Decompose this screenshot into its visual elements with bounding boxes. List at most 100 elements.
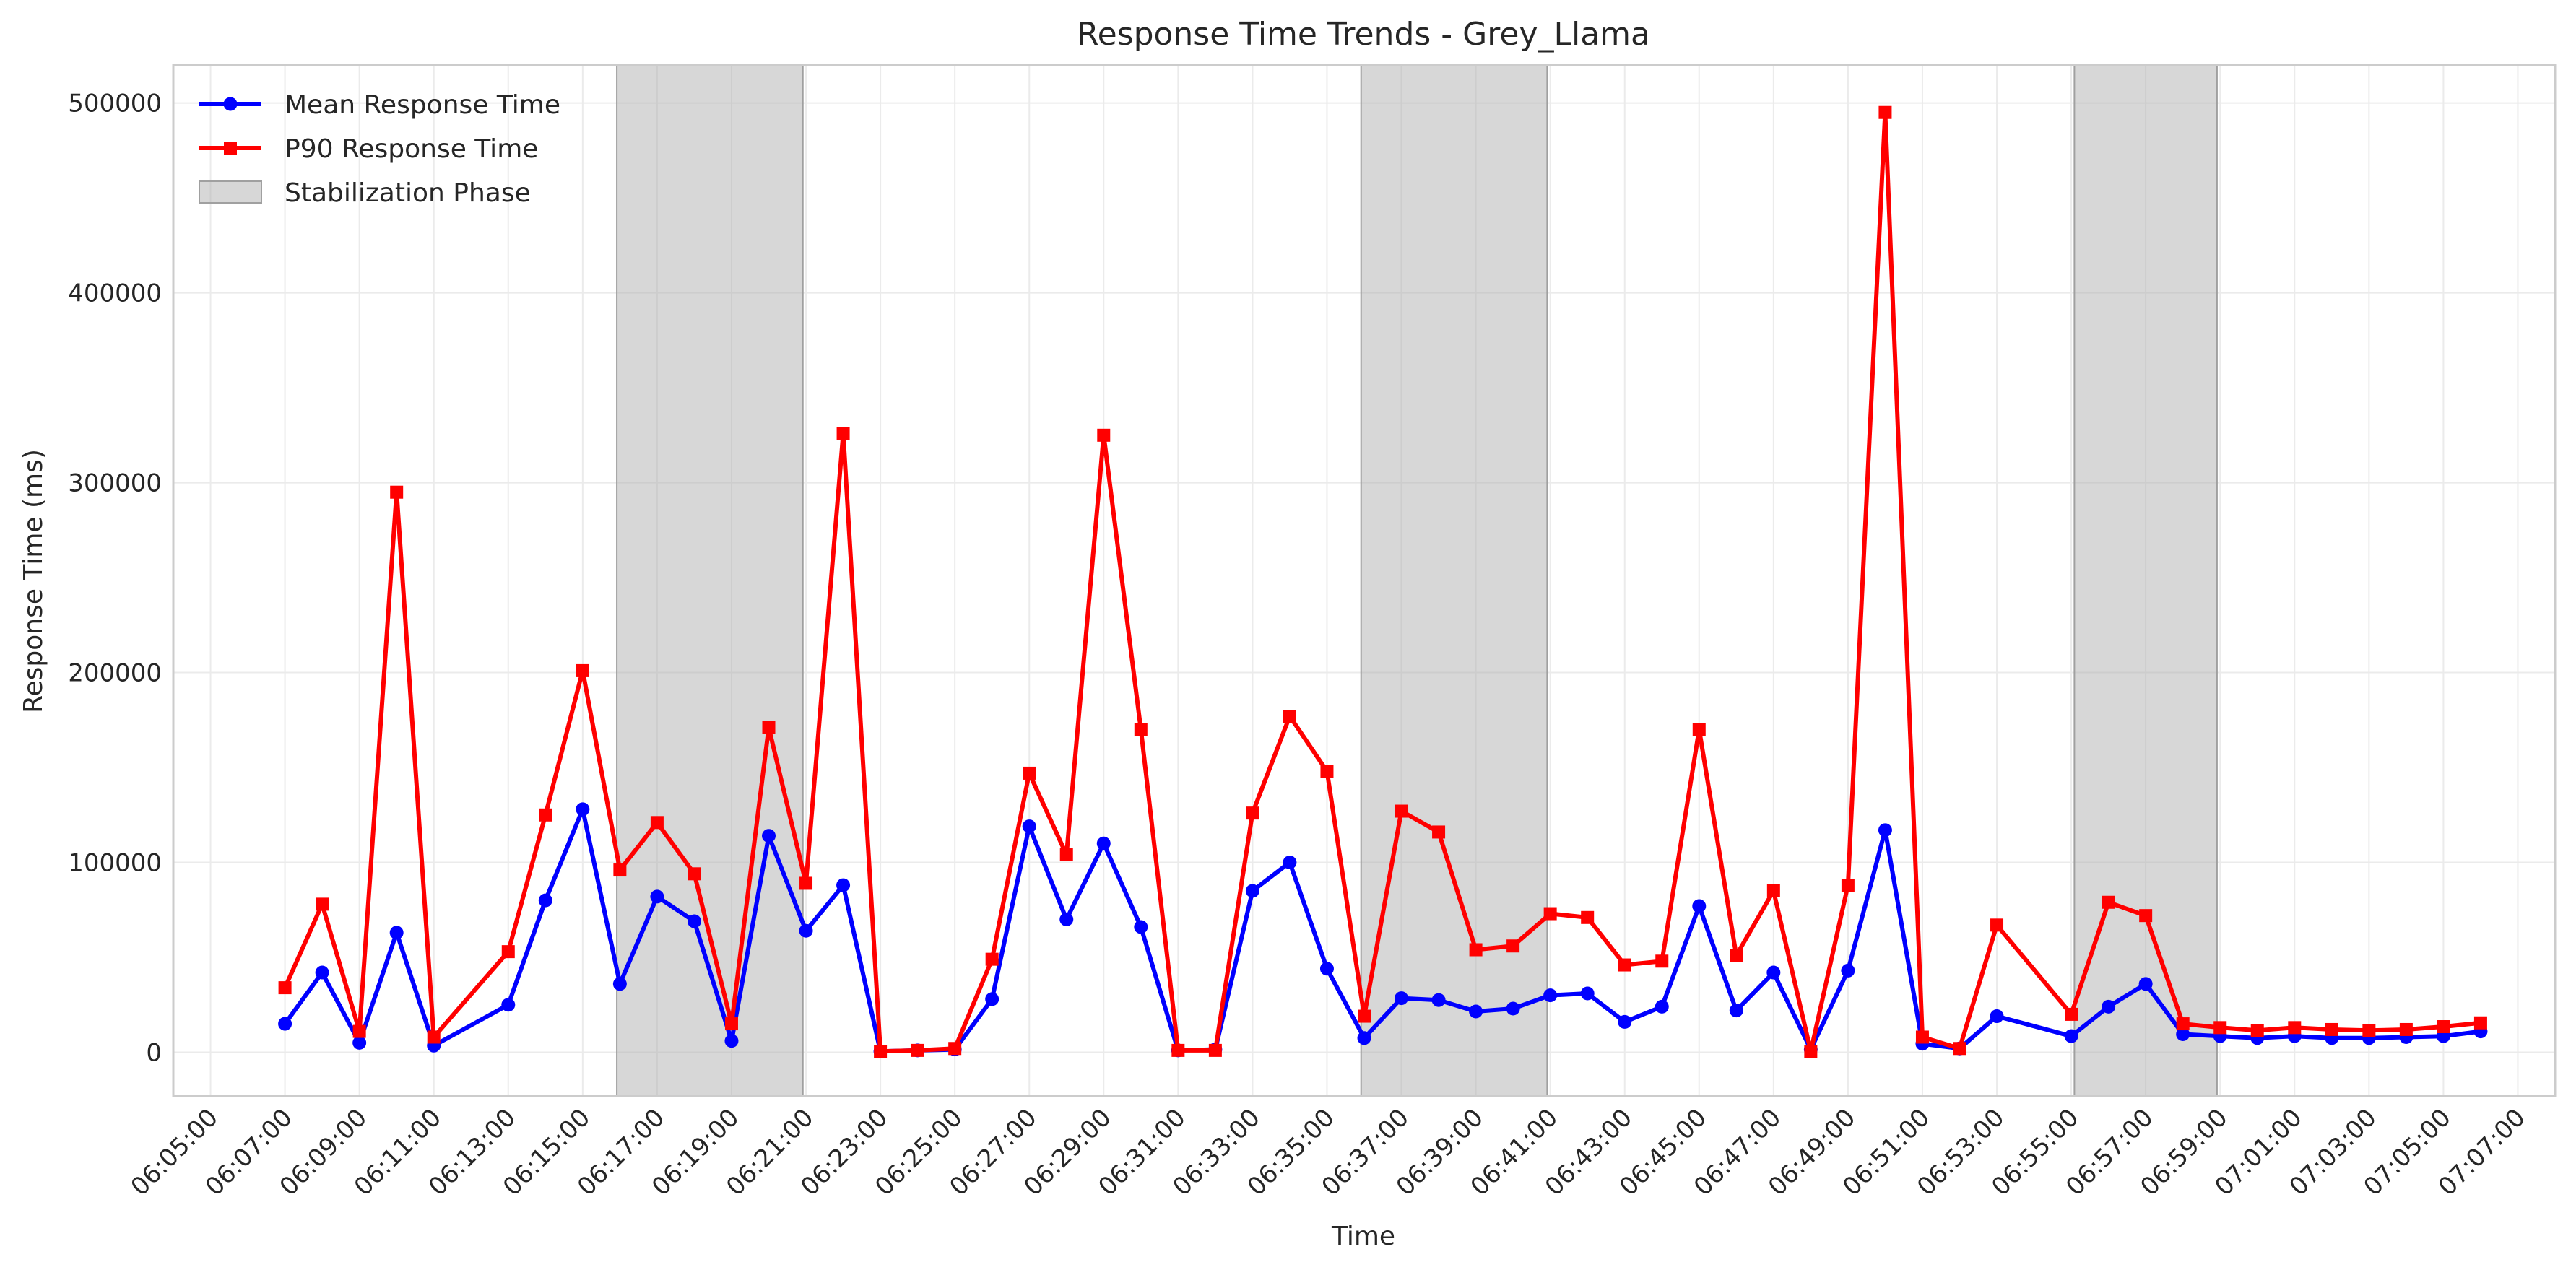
- legend-item: Mean Response Time: [199, 90, 560, 120]
- data-point: [1245, 884, 1259, 898]
- data-point: [1766, 884, 1780, 897]
- data-point: [1878, 105, 1892, 119]
- data-point: [1059, 848, 1073, 862]
- data-point: [1953, 1042, 1966, 1056]
- legend-item: Stabilization Phase: [199, 178, 531, 208]
- data-point: [650, 889, 664, 904]
- data-point: [389, 926, 404, 940]
- data-point: [1431, 993, 1446, 1007]
- data-point: [948, 1042, 962, 1056]
- data-point: [762, 721, 776, 734]
- data-point: [1655, 954, 1669, 968]
- data-point: [2176, 1027, 2190, 1042]
- chart-title: Response Time Trends - Grey_Llama: [1077, 16, 1650, 53]
- y-tick-label: 200000: [68, 659, 162, 688]
- x-axis-label: Time: [1331, 1222, 1395, 1251]
- data-point: [836, 878, 851, 892]
- data-point: [724, 1017, 738, 1031]
- legend: Mean Response Time P90 Response Time Stabi…: [199, 90, 560, 208]
- data-point: [1841, 879, 1855, 892]
- data-point: [650, 816, 664, 830]
- data-point: [1804, 1045, 1818, 1058]
- data-point: [1097, 428, 1111, 442]
- legend-marker: [224, 142, 237, 155]
- data-point: [315, 965, 329, 980]
- data-point: [1320, 765, 1334, 778]
- series-line: [282, 110, 2481, 1054]
- data-point: [1171, 1043, 1185, 1057]
- data-point: [1841, 963, 1855, 978]
- data-point: [1469, 943, 1483, 957]
- data-point: [613, 863, 627, 877]
- data-point: [1395, 991, 1409, 1006]
- data-point: [911, 1043, 924, 1057]
- data-point: [1134, 920, 1148, 934]
- data-point: [2325, 1022, 2338, 1036]
- data-point: [2138, 977, 2153, 991]
- data-point: [1915, 1030, 1929, 1044]
- data-point: [1990, 918, 2004, 932]
- data-point: [1766, 965, 1781, 980]
- series-layer: [278, 105, 2488, 1058]
- data-point: [1506, 1001, 1520, 1016]
- data-point: [576, 663, 589, 677]
- data-point: [2362, 1024, 2376, 1037]
- y-tick-label: 300000: [68, 469, 162, 498]
- data-point: [1469, 1004, 1483, 1019]
- data-point: [1692, 899, 1707, 913]
- data-point: [539, 808, 552, 822]
- data-point: [1730, 949, 1743, 962]
- data-point: [390, 485, 404, 499]
- data-point: [2250, 1024, 2264, 1037]
- data-point: [2065, 1007, 2078, 1021]
- data-point: [985, 952, 999, 966]
- data-point: [1208, 1043, 1222, 1057]
- legend-marker: [223, 97, 238, 111]
- data-point: [316, 897, 329, 911]
- plot-frame: [172, 64, 2557, 1097]
- data-point: [1059, 912, 1074, 926]
- legend-label: Stabilization Phase: [285, 178, 531, 208]
- data-point: [2139, 909, 2153, 923]
- data-point: [2102, 895, 2115, 909]
- data-point: [2288, 1021, 2302, 1035]
- data-point: [576, 802, 590, 817]
- data-point: [687, 914, 701, 928]
- legend-item: P90 Response Time: [199, 134, 538, 164]
- legend-swatch: [199, 180, 262, 204]
- legend-label: P90 Response Time: [285, 134, 538, 164]
- stabilization-phase-band: [1360, 64, 1548, 1097]
- data-point: [1692, 723, 1706, 736]
- data-point: [352, 1024, 366, 1038]
- data-point: [1655, 999, 1669, 1014]
- data-point: [1395, 804, 1408, 818]
- data-point: [2102, 999, 2116, 1014]
- data-point: [1096, 836, 1111, 850]
- data-point: [836, 427, 850, 440]
- legend-label: Mean Response Time: [285, 90, 560, 120]
- y-tick-label: 0: [146, 1039, 162, 1068]
- y-tick-label: 400000: [68, 279, 162, 308]
- data-point: [1023, 766, 1036, 780]
- data-point: [1283, 710, 1296, 723]
- data-point: [1581, 910, 1595, 924]
- data-point: [501, 945, 515, 959]
- data-point: [2473, 1016, 2487, 1030]
- data-point: [1022, 819, 1036, 834]
- data-point: [1283, 856, 1297, 870]
- data-point: [1319, 962, 1334, 976]
- data-point: [501, 998, 516, 1012]
- data-point: [1246, 806, 1259, 820]
- y-tick-label: 100000: [68, 849, 162, 878]
- series-line: [283, 806, 2481, 1054]
- data-point: [1543, 907, 1557, 921]
- data-point: [2176, 1017, 2190, 1031]
- data-point: [799, 876, 813, 890]
- data-point: [278, 981, 292, 995]
- data-point: [1432, 825, 1446, 839]
- data-point: [278, 1017, 292, 1031]
- data-point: [1543, 988, 1558, 1003]
- data-point: [2399, 1022, 2413, 1036]
- data-point: [2437, 1020, 2450, 1034]
